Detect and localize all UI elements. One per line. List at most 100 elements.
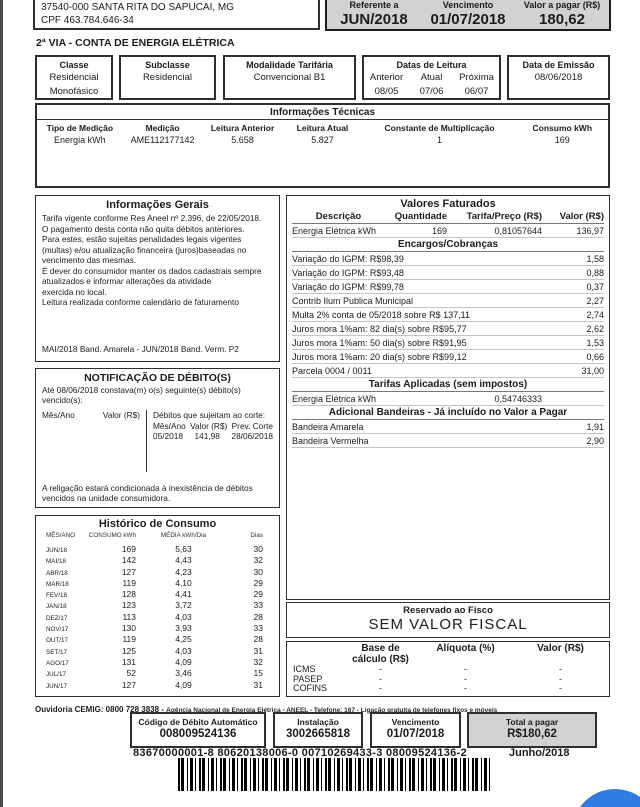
his-dias: 28 [253, 634, 263, 645]
tec-h-leitura-ant: Leitura Anterior [210, 123, 275, 133]
bandeira-row: Bandeira Amarela 1,91 [292, 420, 604, 434]
encargo-valor: 0,66 [586, 351, 604, 362]
his-dias: 32 [253, 555, 263, 566]
encargo-valor: 0,37 [586, 281, 604, 292]
his-mes: FEV/18 [46, 592, 67, 600]
his-mes: JAN/18 [46, 603, 67, 611]
fat-h-valor: Valor (R$) [559, 211, 604, 222]
referente-value: JUN/2018 [340, 11, 408, 28]
energia-descricao: Energia Elétrica kWh [292, 225, 377, 236]
historico-row: FEV/18 128 4,41 29 [46, 589, 269, 600]
his-consumo: 130 [121, 623, 136, 634]
page-edge-strip [0, 0, 3, 807]
informacoes-gerais-title: Informações Gerais [106, 199, 209, 211]
his-media: 4,25 [175, 634, 192, 645]
imposto-base: - [379, 664, 382, 674]
encargo-valor: 2,27 [586, 295, 604, 306]
imposto-valor: - [559, 683, 562, 693]
tec-h-medicao: Medição [145, 123, 180, 133]
leitura-proxima-value: 06/07 [464, 86, 489, 97]
his-mes: NOV/17 [46, 626, 69, 634]
his-dias: 30 [253, 566, 263, 577]
his-media: 3,93 [175, 623, 192, 634]
tec-h-consumo: Consumo kWh [532, 123, 593, 133]
impostos-rows: ICMS - - - PASEP - - - COFINS - - - [293, 664, 603, 694]
left-valor-label: Valor (R$) [102, 410, 140, 420]
valor-a-pagar-value: 180,62 [539, 11, 585, 28]
his-mes: OUT/17 [46, 637, 69, 645]
subclasse-box: Subclasse Residencial [119, 55, 216, 100]
ouvidoria-phone: Ouvidoria CEMIG: 0800 728 3838 - [35, 705, 167, 714]
informacoes-gerais-text: Tarifa vigente conforme Res Aneel nº 2.3… [36, 213, 279, 308]
corte-prev: 28/06/2018 [231, 431, 273, 441]
chat-fab-button[interactable] [572, 789, 640, 807]
encargo-label: Juros mora 1%am: 20 dia(s) sobre R$99,12 [292, 351, 467, 362]
modalidade-label: Modalidade Tarifária [246, 60, 333, 70]
gerais-text-line: atualizados e informar alterações da ati… [42, 276, 212, 286]
encargo-row: Juros mora 1%am: 20 dia(s) sobre R$99,12… [292, 350, 604, 364]
leitura-anterior-label: Anterior [369, 72, 404, 83]
tecnicas-header-row: Tipo de Medição Medição Leitura Anterior… [37, 120, 608, 133]
corte-h-mes: Mês/Ano [153, 420, 186, 431]
his-dias: 30 [253, 544, 263, 554]
his-media: 4,09 [175, 679, 192, 690]
debito-automatico-value: 008009524136 [159, 728, 237, 740]
total-a-pagar-label: Total a pagar [505, 717, 559, 727]
bandeira-label: Bandeira Vermelha [292, 435, 369, 446]
encargo-label: Multa 2% conta de 05/2018 sobre R$ 137,1… [292, 309, 470, 320]
encargo-label: Contrib Ilum Publica Municipal [292, 295, 414, 306]
impostos-box: Base de cálculo (R$) Alíquota (%) Valor … [286, 641, 610, 697]
left-mes-label: Mês/Ano [42, 410, 75, 420]
his-dias: 33 [253, 623, 263, 634]
his-consumo: 127 [121, 566, 136, 577]
leitura-atual-label: Atual [420, 72, 443, 83]
encargo-row: Variação do IGPM: R$98,39 1,58 [292, 252, 604, 266]
classe-label: Classe [59, 60, 89, 70]
barcode-month: Junho/2018 [509, 747, 570, 759]
fisco-value: SEM VALOR FISCAL [368, 616, 528, 633]
corte-h-valor: Valor (R$) [190, 420, 228, 431]
imposto-base: - [379, 683, 382, 693]
total-a-pagar-value: R$180,62 [507, 728, 557, 740]
bandeira-row: Bandeira Vermelha 2,90 [292, 434, 604, 448]
imposto-aliquota: - [464, 673, 467, 684]
gerais-text-line: Leitura realizada conforme calendário de… [42, 297, 239, 307]
tarifas-aplicadas-title: Tarifas Aplicadas (sem impostos) [292, 378, 604, 392]
his-h-media: MÉDIA kWh/Dia [160, 532, 207, 539]
encargo-label: Juros mora 1%am: 82 dia(s) sobre R$95,77 [292, 323, 467, 334]
his-media: 4,03 [175, 611, 192, 622]
historico-row: JUN/18 169 5,63 30 [46, 544, 269, 555]
encargo-valor: 1,58 [586, 253, 604, 264]
imposto-nome: PASEP [293, 673, 323, 684]
imposto-aliquota: - [464, 664, 467, 674]
his-consumo: 131 [121, 656, 136, 667]
referente-col: Referente a JUN/2018 [327, 0, 421, 29]
his-dias: 15 [253, 668, 263, 679]
leitura-headers: Anterior Atual Próxima [364, 72, 499, 84]
his-media: 3,46 [175, 668, 192, 679]
his-consumo: 119 [122, 634, 136, 645]
his-media: 4,10 [175, 577, 192, 588]
notificacao-intro: Até 08/06/2018 constava(m) o(s) seguinte… [42, 385, 241, 405]
classe-value-1: Residencial [49, 72, 99, 83]
tec-v-leitura-ant: 5.658 [231, 135, 254, 145]
encargos-list: Variação do IGPM: R$98,39 1,58 Variação … [292, 252, 604, 378]
his-consumo: 113 [122, 611, 136, 622]
gerais-text-line: (multas) e/ou atualização financeira (ju… [42, 244, 247, 255]
his-mes: AGO/17 [46, 659, 69, 667]
his-media: 4,41 [175, 589, 192, 600]
leitura-anterior-value: 08/05 [374, 86, 399, 97]
his-media: 3,72 [175, 600, 192, 611]
his-consumo: 128 [121, 589, 136, 600]
informacoes-gerais-box: Informações Gerais Tarifa vigente confor… [35, 195, 280, 362]
tec-h-constante: Constante de Multiplicação [384, 123, 495, 133]
barcode-image [178, 758, 490, 791]
vencimento-label: Vencimento [442, 0, 494, 10]
his-consumo: 119 [122, 577, 136, 588]
his-consumo: 127 [121, 679, 136, 690]
valor-a-pagar-label: Valor a pagar (R$) [523, 0, 601, 10]
imposto-row: ICMS - - - [293, 664, 603, 675]
his-dias: 32 [253, 656, 263, 667]
his-consumo: 142 [121, 555, 136, 566]
